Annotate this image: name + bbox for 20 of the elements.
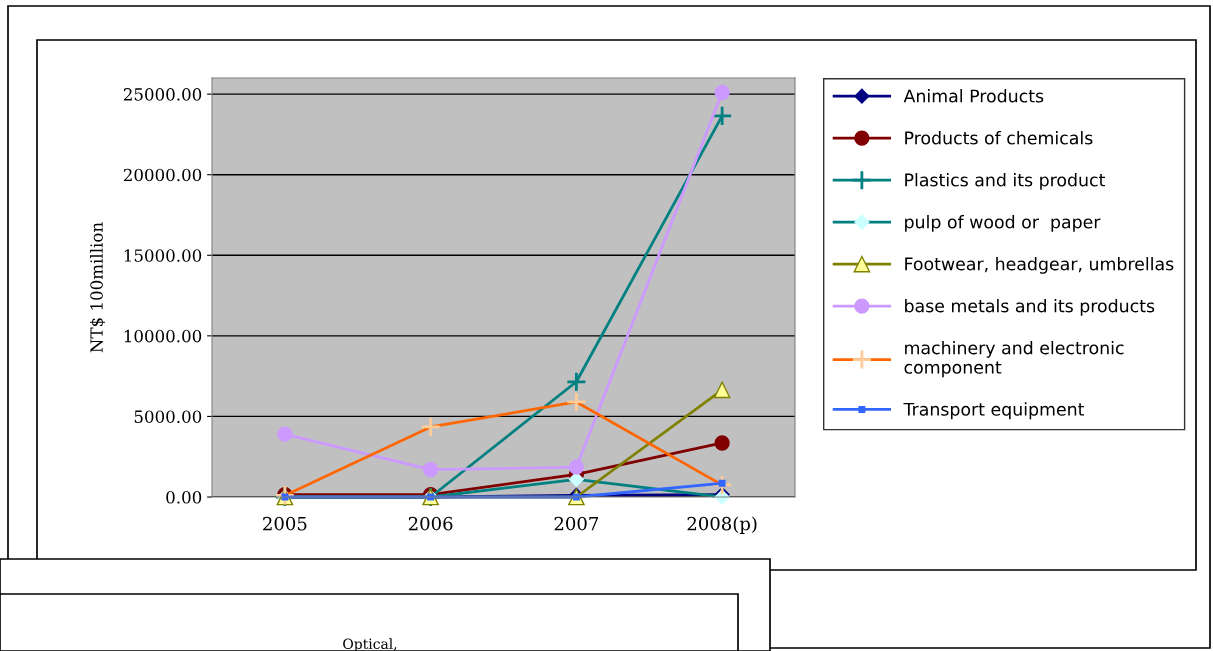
y-tick-label: 25000.00 — [123, 88, 202, 101]
legend-label: Footwear, headgear, umbrellas — [905, 257, 1174, 274]
y-tick-label: 15000.00 — [124, 249, 202, 262]
legend-label: Transport equipment — [903, 402, 1085, 420]
y-tick-label: 0.00 — [166, 490, 202, 504]
legend-label: pulp of wood or paper — [905, 215, 1101, 232]
y-tick-label: 5000.00 — [134, 410, 202, 423]
y-tick-label: 20000.00 — [123, 168, 202, 182]
text: Optical, — [343, 638, 397, 651]
legend-label: Animal Products — [903, 89, 1044, 103]
legend-label: base metals and its products — [905, 298, 1155, 316]
y-tick-label: 10000.00 — [124, 329, 202, 343]
x-tick-label: 2008(p) — [687, 516, 757, 534]
y-axis-title: NT$ 100million — [89, 222, 106, 353]
x-tick-label: 2007 — [554, 516, 599, 531]
x-tick-label: 2005 — [263, 516, 307, 531]
x-tick-label: 2006 — [408, 516, 453, 531]
legend-label: Plastics and its product — [905, 173, 1105, 190]
legend-label: machinery and electronic component — [904, 340, 1124, 378]
legend-label: Products of chemicals — [905, 131, 1093, 145]
